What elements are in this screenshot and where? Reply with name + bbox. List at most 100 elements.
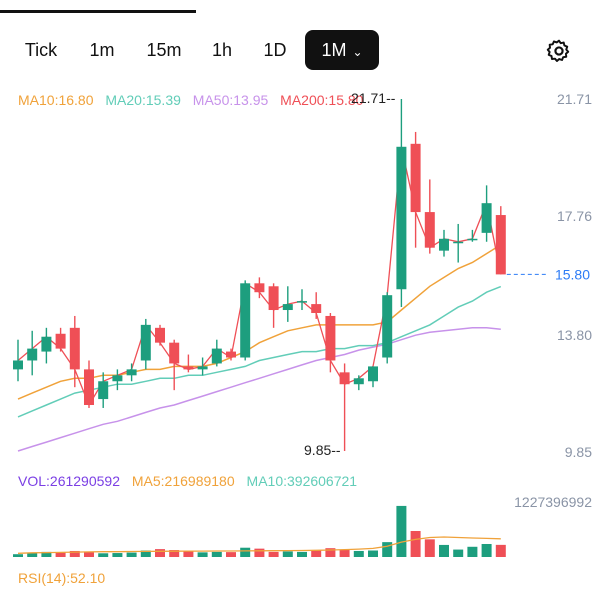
- candle-body: [439, 238, 449, 251]
- candle-body: [183, 366, 194, 370]
- ma200-label: MA200:15.80: [280, 92, 364, 108]
- vol-label: VOL:261290592: [18, 473, 120, 489]
- volume-bar: [240, 547, 251, 557]
- chevron-down-icon: ⌄: [352, 45, 363, 59]
- volume-bar: [339, 549, 350, 557]
- timeframe-tabs: Tick 1m 15m 1h 1D 1M ⌄: [0, 30, 600, 70]
- candle-body: [382, 295, 393, 358]
- volume-bar: [382, 542, 393, 557]
- candle-body: [13, 360, 23, 370]
- ma10-label: MA10:16.80: [18, 92, 94, 108]
- gear-icon[interactable]: [546, 38, 572, 64]
- volume-bar: [325, 548, 336, 557]
- low-price-label: 9.85--: [304, 442, 341, 458]
- volume-bar: [98, 553, 109, 557]
- tab-1M-label: 1M: [321, 40, 347, 60]
- tab-1M[interactable]: 1M ⌄: [305, 30, 379, 70]
- volume-bars: [13, 505, 506, 557]
- volume-bar: [282, 551, 293, 557]
- candle-body: [41, 336, 52, 352]
- volume-bar: [140, 550, 151, 557]
- volume-bar: [126, 552, 137, 557]
- volume-bar: [155, 549, 165, 557]
- tab-1h[interactable]: 1h: [211, 40, 233, 60]
- candle-body: [339, 372, 350, 385]
- ma-legend: MA10:16.80 MA20:15.39 MA50:13.95 MA200:1…: [18, 92, 371, 108]
- price-axis-label: 13.80: [557, 327, 592, 343]
- candle-body: [27, 348, 38, 361]
- candle-body: [126, 369, 137, 376]
- candle-body: [495, 215, 506, 275]
- candle-body: [368, 366, 378, 382]
- volume-legend: VOL:261290592 MA5:216989180 MA10:3926067…: [18, 473, 365, 489]
- volume-bar: [268, 551, 279, 557]
- ma200-line: [17, 146, 502, 407]
- volume-bar: [495, 544, 506, 557]
- candle-body: [69, 327, 80, 370]
- candle-body: [424, 212, 435, 248]
- candle-body: [311, 304, 322, 313]
- candle-body: [467, 238, 478, 241]
- volume-bar: [226, 552, 236, 557]
- price-axis-label: 17.76: [557, 208, 592, 224]
- volume-bar: [27, 552, 38, 557]
- vol-ma5-label: MA5:216989180: [131, 473, 235, 489]
- candle-body: [240, 283, 251, 358]
- volume-max-label: 1227396992: [514, 494, 592, 510]
- ma50-line: [17, 327, 501, 452]
- candle-body: [98, 381, 109, 400]
- candle-body: [410, 143, 421, 213]
- volume-ma-line: [17, 536, 501, 554]
- volume-bar: [13, 554, 23, 557]
- volume-bar: [169, 550, 180, 557]
- candle-body: [112, 375, 123, 382]
- volume-bar: [297, 551, 307, 557]
- volume-bar: [211, 551, 222, 557]
- current-price-label: 15.80: [555, 266, 590, 282]
- candle-body: [84, 369, 94, 405]
- volume-bar: [84, 552, 94, 557]
- candle-body: [211, 348, 222, 364]
- ma-lines: [17, 146, 502, 452]
- price-axis-label: 9.85: [565, 444, 592, 460]
- volume-bar: [183, 550, 194, 557]
- candle-body: [297, 301, 307, 303]
- candle-body: [268, 286, 279, 311]
- candles: [13, 99, 506, 451]
- candle-body: [481, 203, 492, 233]
- volume-bar: [69, 550, 80, 557]
- vol-ma10-label: MA10:392606721: [246, 473, 358, 489]
- candle-body: [140, 324, 151, 361]
- volume-bar: [55, 552, 66, 557]
- candle-body: [226, 351, 236, 358]
- candle-body: [155, 327, 165, 343]
- candle-body: [325, 315, 336, 361]
- volume-bar: [453, 549, 464, 557]
- volume-bar: [481, 543, 492, 557]
- candle-body: [282, 304, 293, 311]
- volume-bar: [410, 530, 421, 557]
- candle-body: [169, 342, 180, 364]
- ma50-label: MA50:13.95: [192, 92, 269, 108]
- volume-bar: [353, 550, 364, 557]
- candle-body: [197, 366, 208, 370]
- tab-15m[interactable]: 15m: [146, 40, 182, 60]
- ma10-line: [17, 244, 502, 400]
- candle-body: [353, 378, 364, 385]
- candle-body: [396, 146, 407, 290]
- price-markers: 21.71-- 9.85-- 15.80: [304, 90, 590, 458]
- tab-tick[interactable]: Tick: [24, 40, 58, 60]
- tab-1d[interactable]: 1D: [263, 40, 287, 60]
- volume-bar: [396, 505, 407, 557]
- volume-bar: [41, 551, 52, 557]
- price-axis-label: 21.71: [557, 91, 592, 107]
- volume-bar: [424, 539, 435, 557]
- volume-bar: [197, 552, 208, 557]
- volume-bar: [439, 544, 449, 557]
- ma20-label: MA20:15.39: [105, 92, 181, 108]
- candle-body: [453, 241, 464, 244]
- rsi-label: RSI(14):52.10: [18, 570, 106, 586]
- candle-body: [55, 333, 66, 349]
- tab-1m[interactable]: 1m: [89, 40, 115, 60]
